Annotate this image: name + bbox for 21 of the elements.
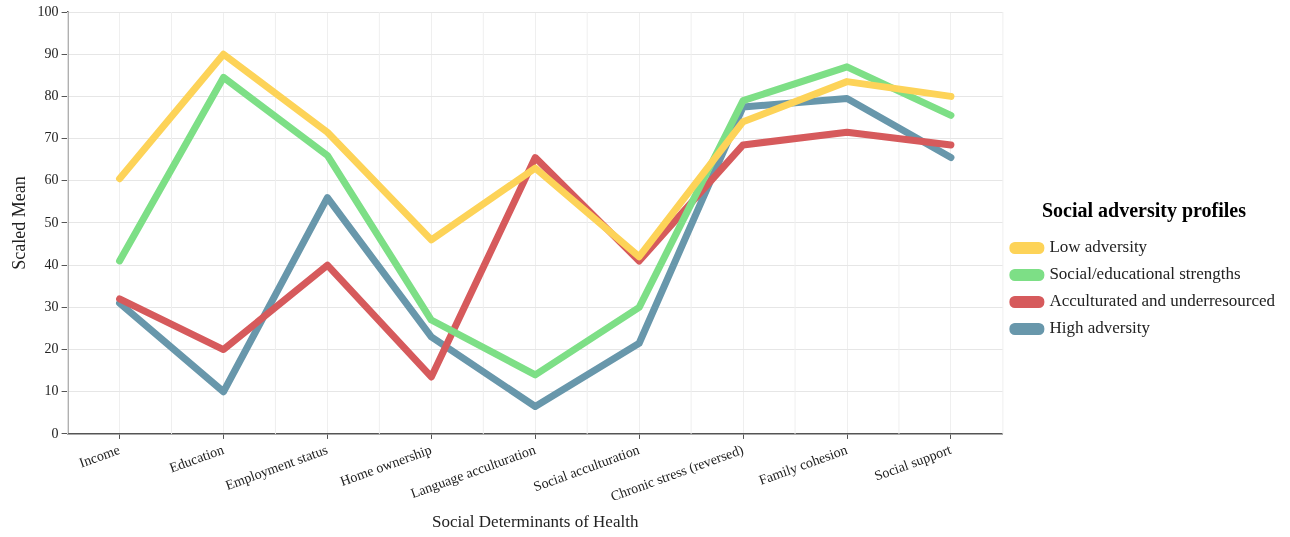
legend-label: Social/educational strengths: [1049, 264, 1241, 284]
y-tick-label: 10: [44, 383, 59, 399]
y-tick-label: 80: [44, 88, 59, 104]
y-tick-label: 50: [44, 214, 59, 230]
y-tick-label: 90: [44, 45, 59, 61]
x-tick-label: Family cohesion: [756, 442, 850, 488]
x-tick-label: Income: [77, 442, 122, 471]
y-tick-label: 30: [44, 299, 59, 315]
x-tick-label: Social support: [872, 441, 954, 484]
legend-label: Acculturated and underresourced: [1049, 291, 1276, 311]
y-tick-label: 40: [44, 256, 59, 272]
y-tick-label: 70: [44, 130, 59, 146]
x-axis-title: Social Determinants of Health: [432, 512, 639, 532]
y-axis-title: Scaled Mean: [8, 176, 29, 270]
y-tick-label: 0: [51, 425, 59, 441]
y-tick-label: 60: [44, 172, 59, 188]
legend-label: Low adversity: [1049, 237, 1148, 257]
y-tick-label: 20: [44, 341, 59, 357]
y-tick-label: 100: [37, 3, 59, 19]
legend-title: Social adversity profiles: [1041, 198, 1247, 222]
legend-label: High adversity: [1049, 318, 1151, 338]
